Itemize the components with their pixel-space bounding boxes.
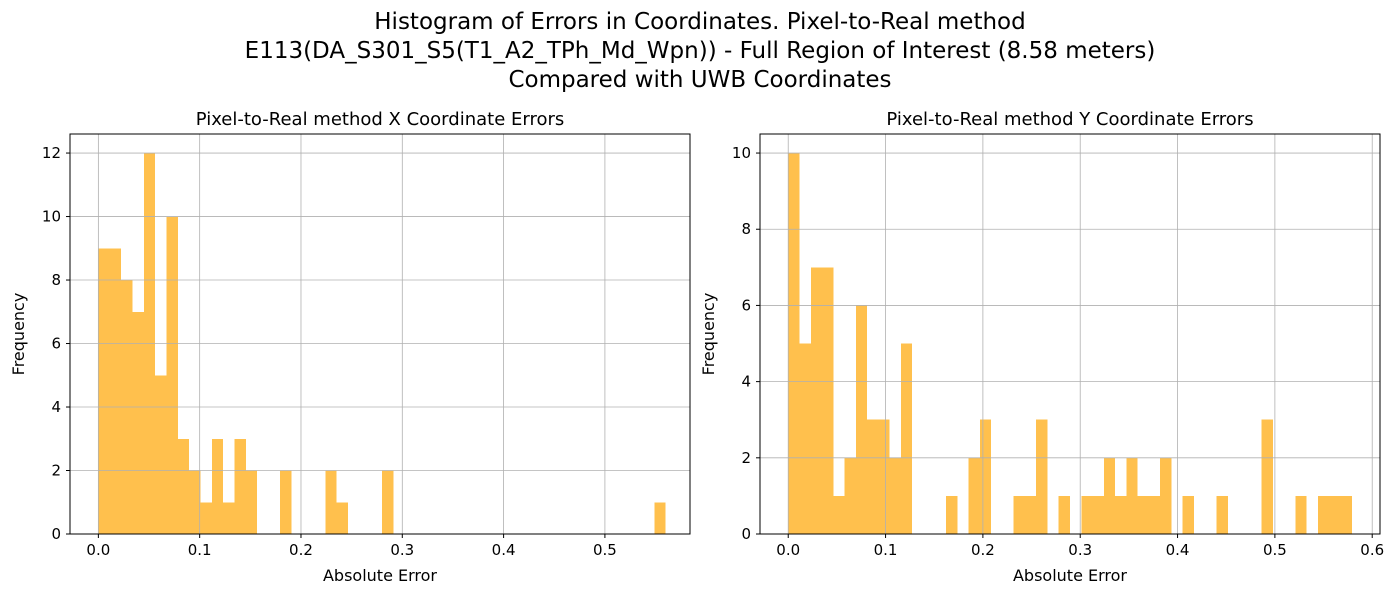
figure-title-line-1: Histogram of Errors in Coordinates. Pixe… <box>374 9 1026 35</box>
histogram-bar <box>382 470 394 534</box>
histogram-bar <box>855 305 868 534</box>
histogram-bar <box>867 419 879 534</box>
histogram-bar <box>1058 495 1070 534</box>
x-tick-label: 0.3 <box>390 541 414 559</box>
histogram-bar <box>1126 457 1138 534</box>
y-tick-label: 4 <box>51 398 61 416</box>
histogram-bar <box>325 470 337 534</box>
histogram-bar <box>810 267 823 534</box>
histogram-bar <box>98 248 110 535</box>
histogram-bar <box>1092 495 1104 534</box>
histogram-bar <box>900 343 913 534</box>
histogram-bar <box>799 343 811 534</box>
histogram-bar <box>132 311 144 534</box>
histogram-bar <box>1160 457 1172 534</box>
histogram-bar <box>968 457 980 534</box>
x-tick-label: 0.6 <box>1360 541 1384 559</box>
figure-title: Histogram of Errors in Coordinates. Pixe… <box>0 8 1400 95</box>
y-tick-label: 6 <box>741 296 751 314</box>
x-tick-label: 0.5 <box>1263 541 1287 559</box>
y-tick-label: 6 <box>51 335 61 353</box>
histogram-bar <box>1137 495 1149 534</box>
histogram-bar <box>1340 495 1352 534</box>
x-tick-label: 0.1 <box>874 541 898 559</box>
y-tick-label: 8 <box>741 220 751 238</box>
y-tick-label: 10 <box>732 144 751 162</box>
histogram-bar <box>878 419 890 534</box>
histogram-bar <box>1261 419 1273 534</box>
histogram-bar <box>1148 495 1161 534</box>
histogram-bar <box>946 495 958 534</box>
histogram-bar <box>1115 495 1127 534</box>
x-axis-label: Absolute Error <box>323 566 437 585</box>
y-axis-label: Frequency <box>9 293 28 376</box>
histogram-bar <box>177 438 190 534</box>
histogram-bar <box>336 502 348 534</box>
histogram-bar <box>211 438 224 534</box>
y-tick-label: 0 <box>741 525 751 543</box>
y-axis-label: Frequency <box>699 293 718 376</box>
x-tick-label: 0.4 <box>492 541 516 559</box>
y-tick-label: 2 <box>51 462 61 480</box>
histogram-bar <box>889 457 901 534</box>
histogram-bar <box>223 502 235 534</box>
histogram-bar <box>1103 457 1116 534</box>
x-tick-label: 0.2 <box>289 541 313 559</box>
histogram-bar <box>155 375 167 534</box>
x-axis-label: Absolute Error <box>1013 566 1127 585</box>
y-tick-label: 8 <box>51 271 61 289</box>
histogram-bar <box>822 267 834 534</box>
axes-frame <box>759 133 1381 535</box>
histogram-bar <box>1013 495 1025 534</box>
histogram-bar <box>844 457 856 534</box>
histogram-bar <box>109 248 122 535</box>
y-tick-label: 0 <box>51 525 61 543</box>
x-tick-label: 0.4 <box>1166 541 1190 559</box>
histogram-bar <box>979 419 992 534</box>
y-tick-label: 10 <box>42 208 61 226</box>
histogram-bar <box>1295 495 1307 534</box>
histogram-bar <box>245 470 258 534</box>
histogram-bar <box>166 216 178 535</box>
histogram-bar <box>1317 495 1330 534</box>
x-tick-label: 0.0 <box>776 541 800 559</box>
histogram-bar <box>654 502 666 534</box>
histogram-bar <box>189 470 201 534</box>
y-tick-label: 12 <box>42 144 61 162</box>
axes-frame <box>69 133 691 535</box>
figure-title-line-2: E113(DA_S301_S5(T1_A2_TPh_Md_Wpn)) - Ful… <box>244 38 1156 64</box>
histogram-bar <box>1081 495 1093 534</box>
histogram-bar <box>200 502 212 534</box>
histogram-bar <box>1036 419 1048 534</box>
histogram-bar <box>1182 495 1194 534</box>
x-tick-label: 0.1 <box>188 541 212 559</box>
x-tick-label: 0.5 <box>593 541 617 559</box>
histogram-bar <box>234 438 246 534</box>
y-tick-label: 2 <box>741 449 751 467</box>
x-tick-label: 0.3 <box>1068 541 1092 559</box>
subplot-title: Pixel-to-Real method Y Coordinate Errors <box>886 109 1253 130</box>
x-error-histogram: 0.0 0.1 0.2 0.3 0.4 0.5 0 2 4 6 8 10 12 Pixel-to-Real… <box>9 109 691 585</box>
x-tick-label: 0.2 <box>971 541 995 559</box>
histogram-bar <box>1024 495 1037 534</box>
x-tick-label: 0.0 <box>86 541 110 559</box>
figure-title-line-3: Compared with UWB Coordinates <box>508 67 892 93</box>
histogram-bar <box>833 495 845 534</box>
histogram-bar <box>788 153 800 535</box>
histogram-bar <box>1216 495 1228 534</box>
y-tick-label: 4 <box>741 373 751 391</box>
histogram-bar <box>1329 495 1341 534</box>
subplot-title: Pixel-to-Real method X Coordinate Errors <box>196 109 565 130</box>
histogram-bar <box>279 470 292 534</box>
